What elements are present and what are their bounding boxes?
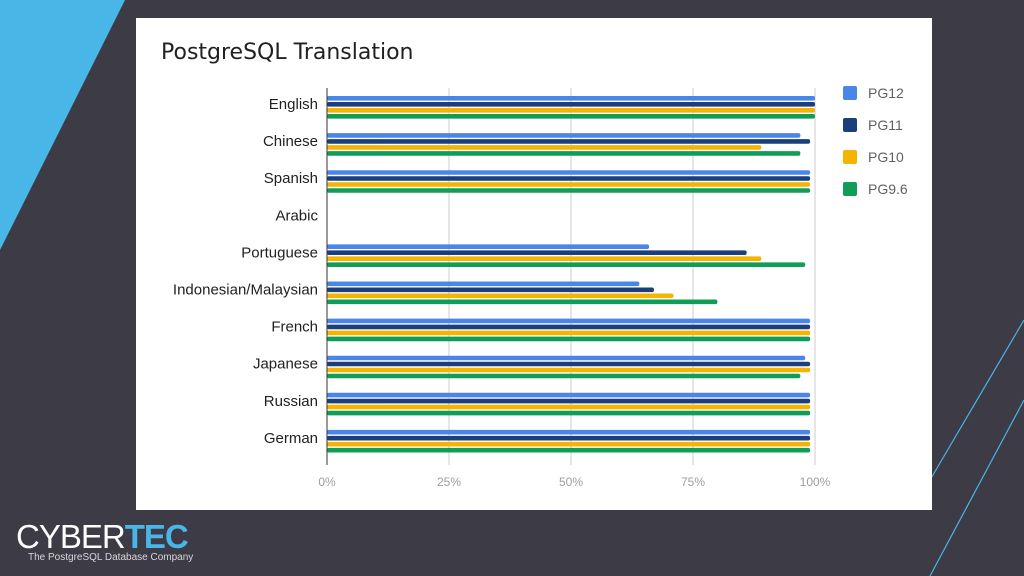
legend-label: PG12 bbox=[868, 85, 904, 101]
x-tick-label: 0% bbox=[318, 475, 336, 489]
bar bbox=[327, 182, 811, 187]
bar bbox=[327, 102, 815, 107]
category-label: Indonesian/Malaysian bbox=[173, 282, 318, 299]
bar bbox=[327, 250, 747, 255]
bar bbox=[327, 114, 815, 119]
bar bbox=[327, 398, 811, 404]
bar bbox=[327, 139, 811, 144]
legend-swatch bbox=[843, 118, 857, 132]
category-label: Japanese bbox=[253, 356, 318, 373]
category-label: English bbox=[269, 96, 318, 113]
category-label: Arabic bbox=[275, 207, 318, 224]
legend-label: PG10 bbox=[868, 149, 904, 165]
category-label: Spanish bbox=[264, 170, 318, 187]
bar bbox=[327, 435, 811, 441]
bar bbox=[327, 392, 811, 398]
bar bbox=[327, 367, 811, 373]
bar bbox=[327, 299, 718, 305]
bar bbox=[327, 281, 640, 287]
logo-wordmark: CYBERTEC bbox=[16, 520, 193, 554]
bar-chart: 0% 25% 50% 75% 100% English Chinese Spanish Arab… bbox=[173, 85, 908, 489]
legend-swatch bbox=[843, 182, 857, 196]
bar bbox=[327, 188, 811, 193]
bar bbox=[327, 133, 801, 138]
bar bbox=[327, 404, 811, 410]
category-label: Portuguese bbox=[241, 244, 318, 261]
bar bbox=[327, 293, 674, 299]
logo-word-left: CYBER bbox=[16, 518, 126, 555]
bar bbox=[327, 447, 811, 453]
bar bbox=[327, 170, 811, 175]
category-label: Chinese bbox=[263, 133, 318, 150]
bar bbox=[327, 244, 650, 249]
bar bbox=[327, 336, 811, 342]
accent-line bbox=[929, 319, 1024, 481]
bar bbox=[327, 176, 811, 181]
bar bbox=[327, 429, 811, 435]
logo-word-right: TEC bbox=[124, 518, 189, 555]
bar bbox=[327, 287, 654, 293]
bar bbox=[327, 262, 806, 267]
accent-line bbox=[929, 399, 1024, 576]
bar bbox=[327, 441, 811, 447]
bar bbox=[327, 324, 811, 330]
legend-swatch bbox=[843, 150, 857, 164]
chart-title: PostgreSQL Translation bbox=[161, 40, 414, 65]
accent-triangle bbox=[0, 0, 125, 250]
bar bbox=[327, 410, 811, 416]
chart-card: PostgreSQL Translation 0% 25% 50% 75% 100% En… bbox=[136, 18, 932, 510]
legend-swatch bbox=[843, 86, 857, 100]
bar bbox=[327, 330, 811, 336]
bar bbox=[327, 318, 811, 324]
x-tick-label: 100% bbox=[800, 475, 831, 489]
bar bbox=[327, 361, 811, 367]
logo-tagline: The PostgreSQL Database Company bbox=[28, 552, 194, 563]
bar bbox=[327, 355, 806, 361]
bar bbox=[327, 145, 762, 150]
x-tick-label: 75% bbox=[681, 475, 705, 489]
category-label: Russian bbox=[264, 393, 318, 410]
x-tick-label: 50% bbox=[559, 475, 583, 489]
cybertec-logo: CYBERTEC The PostgreSQL Database Company bbox=[16, 520, 194, 564]
bar bbox=[327, 108, 815, 113]
bar bbox=[327, 96, 815, 101]
bar bbox=[327, 151, 801, 156]
category-label: French bbox=[271, 319, 318, 336]
bar bbox=[327, 373, 801, 379]
category-label: German bbox=[264, 430, 318, 447]
bar bbox=[327, 256, 762, 261]
legend-label: PG11 bbox=[868, 117, 903, 133]
legend-label: PG9.6 bbox=[868, 181, 908, 197]
x-tick-label: 25% bbox=[437, 475, 461, 489]
